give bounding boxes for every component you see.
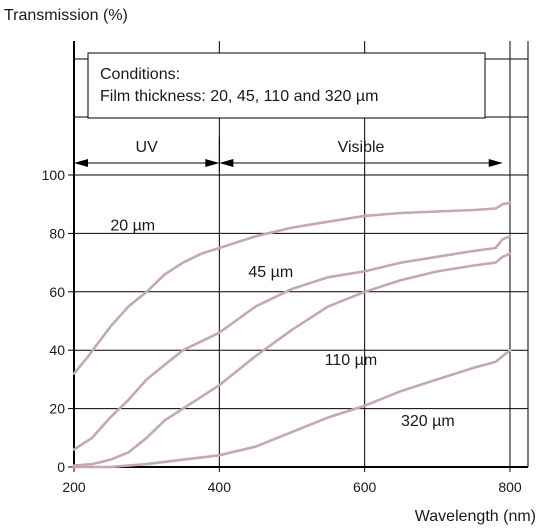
conditions-box: Conditions: Film thickness: 20, 45, 110 … — [87, 52, 486, 119]
region-label-1: Visible — [338, 139, 385, 156]
x-axis-title: Wavelength (nm) — [415, 508, 536, 525]
series-lines — [72, 201, 512, 469]
series-labels: 20 µm 45 µm 110 µm 320 µm — [110, 217, 454, 430]
x-tick-label-800: 800 — [498, 479, 522, 495]
y-tick-label-60: 60 — [49, 284, 65, 300]
conditions-line-1: Conditions: — [100, 66, 180, 83]
x-tick-labels: 200 400 600 800 — [62, 467, 522, 495]
x-tick-label-200: 200 — [62, 479, 86, 495]
series-label-3: 320 µm — [401, 413, 455, 430]
y-tick-labels: 0 20 40 60 80 100 — [42, 167, 74, 475]
region-arrowhead-right-0 — [205, 159, 220, 167]
series-label-1: 45 µm — [248, 264, 293, 281]
region-arrowhead-left-1 — [219, 159, 234, 167]
y-tick-label-100: 100 — [42, 167, 66, 183]
y-tick-label-80: 80 — [49, 225, 65, 241]
region-arrowhead-left-0 — [74, 159, 88, 167]
wavelength-regions: UV Visible — [74, 137, 503, 171]
y-tick-label-0: 0 — [57, 459, 65, 475]
series-label-0: 20 µm — [110, 217, 155, 234]
region-label-0: UV — [136, 139, 159, 156]
series-line-2 — [72, 252, 512, 467]
series-line-0 — [72, 201, 512, 375]
region-arrowhead-right-1 — [488, 159, 503, 167]
series-line-3 — [72, 348, 512, 469]
series-label-2: 110 µm — [325, 352, 378, 369]
series-line-1 — [72, 235, 512, 451]
y-tick-label-40: 40 — [49, 342, 65, 358]
y-axis-title: Transmission (%) — [4, 7, 128, 24]
x-tick-label-400: 400 — [208, 479, 232, 495]
conditions-line-2: Film thickness: 20, 45, 110 and 320 µm — [100, 88, 378, 105]
y-tick-label-20: 20 — [49, 401, 65, 417]
x-tick-label-600: 600 — [353, 479, 377, 495]
